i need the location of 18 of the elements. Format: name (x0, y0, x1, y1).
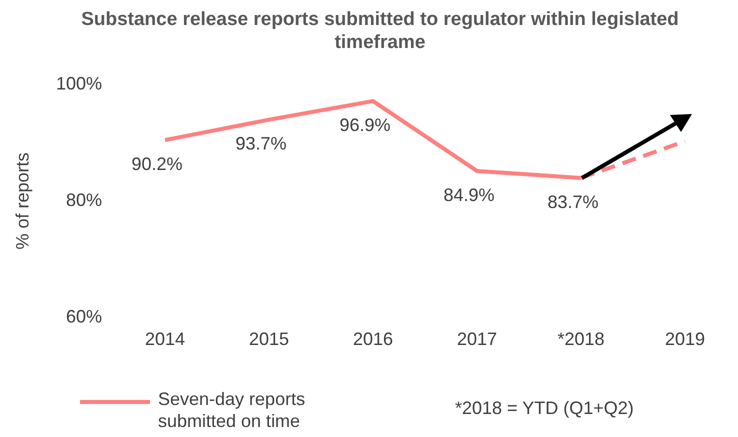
y-axis-title: % of reports (12, 152, 32, 250)
x-tick-label: 2016 (352, 328, 394, 349)
x-tick-label: 2019 (664, 328, 706, 349)
x-tick-label: 2017 (456, 328, 498, 349)
data-label: 93.7% (235, 134, 287, 154)
x-tick-label: 2015 (248, 328, 290, 349)
text: *2018 = YTD (Q1+Q2) (455, 398, 634, 419)
data-label: 90.2% (131, 154, 183, 174)
x-tick-label: 2014 (144, 328, 186, 349)
data-label: 84.9% (443, 184, 495, 205)
y-tick-label: 60% (66, 306, 102, 326)
chart-title: Substance release reports submitted to regulator within legislated timeframe (80, 8, 680, 54)
y-tick-label: 80% (66, 190, 102, 210)
y-tick-label: 100% (56, 73, 102, 94)
data-label: 96.9% (339, 115, 391, 136)
x-tick-label: *2018 (557, 328, 605, 349)
data-label: 83.7% (547, 192, 599, 212)
legend-label: Seven-day reports submitted on time (158, 388, 306, 432)
